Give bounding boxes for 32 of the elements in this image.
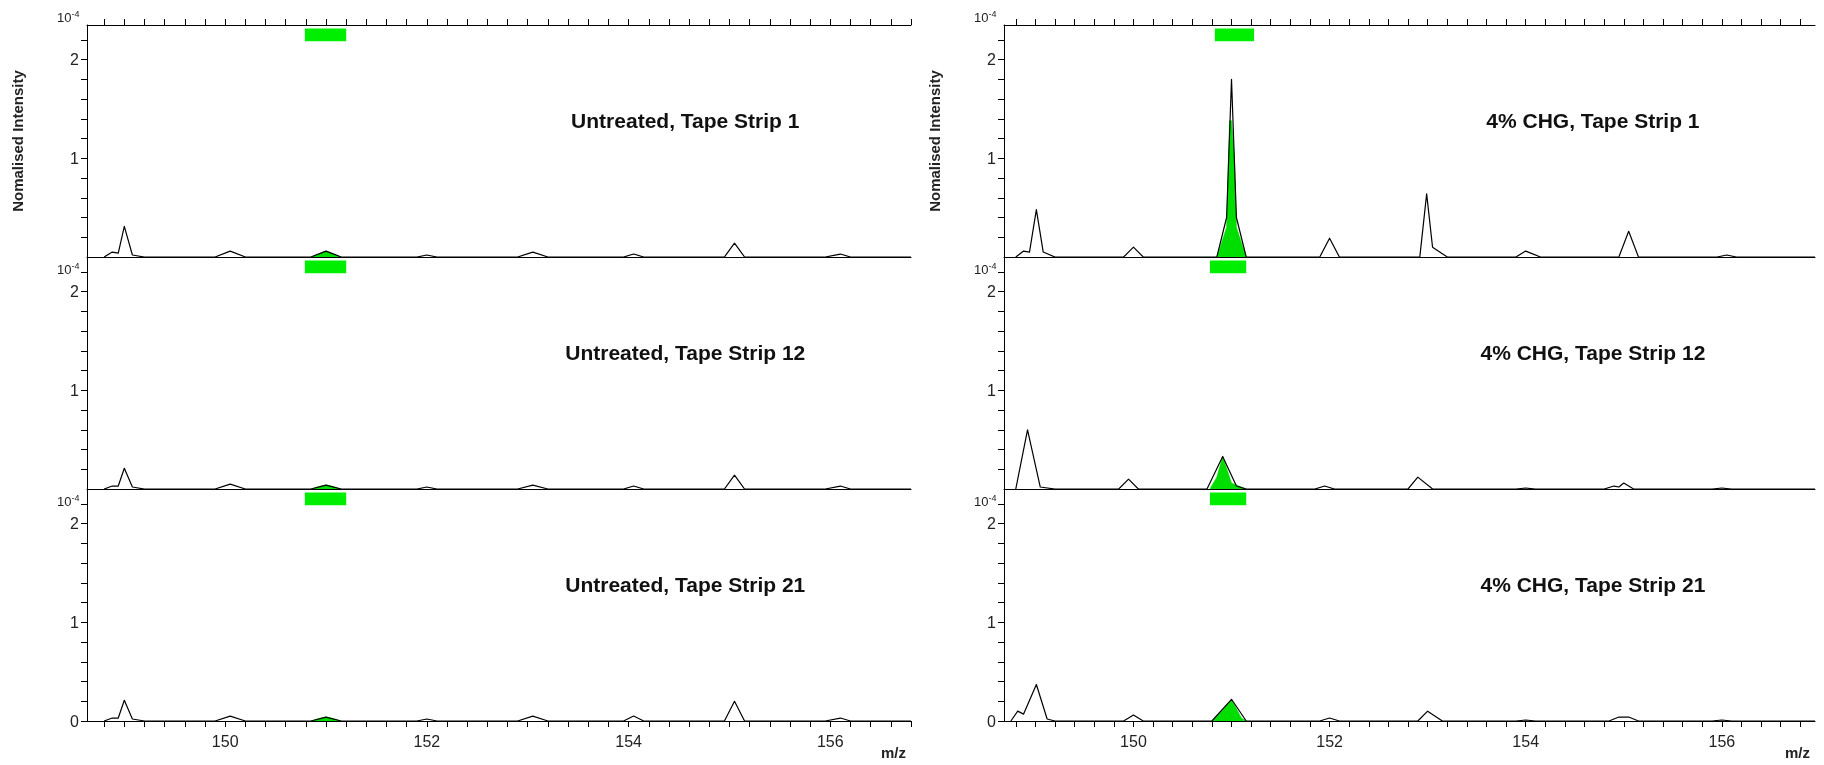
text: 4% CHG, Tape Strip 12: [1480, 341, 1706, 364]
y-tick-label: 1: [987, 613, 997, 631]
x-tick-label: 152: [1316, 732, 1344, 750]
x-tick-label: 154: [615, 732, 643, 750]
y-tick-label: 2: [70, 515, 80, 533]
y-axis-title: Nomalised Intensity: [926, 69, 943, 212]
y-tick-label: 0: [987, 712, 997, 730]
y-tick-label: 1: [987, 149, 997, 167]
x-tick-label: 150: [1120, 732, 1147, 750]
text: 4% CHG, Tape Strip 1: [1486, 109, 1700, 132]
y-tick-label: 1: [70, 149, 80, 167]
text: 4% CHG, Tape Strip 21: [1480, 573, 1706, 596]
x-tick-label: 150: [211, 732, 239, 750]
text: Untreated, Tape Strip 1: [571, 109, 800, 132]
y-tick-label: 1: [70, 381, 80, 399]
x-tick-label: 152: [413, 732, 441, 750]
y-tick-label: 2: [70, 51, 80, 69]
y-tick-label: 0: [70, 712, 80, 730]
x-axis-title: m/z: [881, 744, 907, 761]
y-tick-label: 2: [70, 283, 80, 301]
y-axis-title: Nomalised Intensity: [9, 69, 26, 212]
x-tick-label: 156: [1708, 732, 1736, 750]
x-axis-title: m/z: [1785, 744, 1811, 761]
x-tick-label: 154: [1512, 732, 1540, 750]
text: Untreated, Tape Strip 21: [565, 573, 806, 596]
y-tick-label: 1: [987, 381, 997, 399]
y-tick-label: 2: [987, 515, 997, 533]
text: Untreated, Tape Strip 12: [565, 341, 806, 364]
y-tick-label: 2: [987, 51, 997, 69]
y-tick-label: 2: [987, 283, 997, 301]
y-tick-label: 1: [70, 613, 80, 631]
x-tick-label: 156: [816, 732, 844, 750]
